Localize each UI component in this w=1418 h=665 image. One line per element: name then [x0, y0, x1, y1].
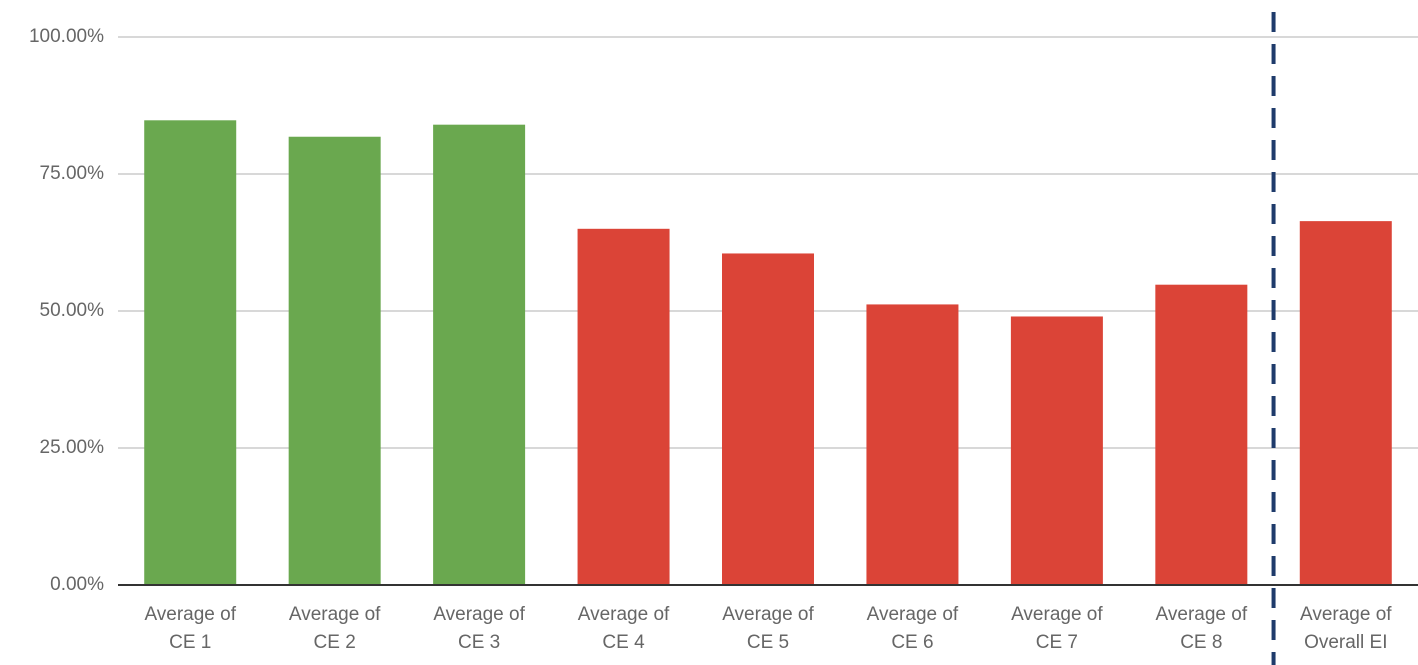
y-tick-label: 75.00% — [40, 163, 105, 184]
bar — [1155, 284, 1248, 585]
x-tick-label: Average of CE 1 — [144, 604, 236, 653]
bar — [288, 136, 381, 585]
x-tick-label: Average of CE 3 — [433, 604, 525, 653]
y-axis-labels: 0.00% 25.00% 50.00% 75.00% 100.00% — [29, 26, 104, 595]
bar — [1010, 316, 1103, 585]
x-tick-label: Average of CE 6 — [867, 604, 959, 653]
x-tick-label: Average of Overall EI — [1300, 604, 1392, 653]
bar — [1299, 221, 1392, 586]
x-tick-label: Average of CE 2 — [289, 604, 381, 653]
bar — [722, 253, 814, 585]
bars — [144, 120, 1392, 586]
bar — [433, 124, 526, 586]
y-tick-label: 0.00% — [50, 574, 104, 595]
bar — [577, 228, 670, 586]
y-tick-label: 50.00% — [40, 300, 105, 321]
bar — [866, 304, 959, 585]
x-tick-label: Average of CE 8 — [1156, 604, 1248, 653]
x-axis-labels: Average of CE 1 Average of CE 2 Average of CE… — [144, 604, 1392, 653]
y-tick-label: 100.00% — [29, 26, 104, 47]
x-tick-label: Average of CE 7 — [1011, 604, 1103, 653]
y-tick-label: 25.00% — [40, 437, 105, 458]
x-tick-label: Average of CE 5 — [722, 604, 814, 653]
x-tick-label: Average of CE 4 — [578, 604, 670, 653]
bar — [144, 120, 237, 586]
